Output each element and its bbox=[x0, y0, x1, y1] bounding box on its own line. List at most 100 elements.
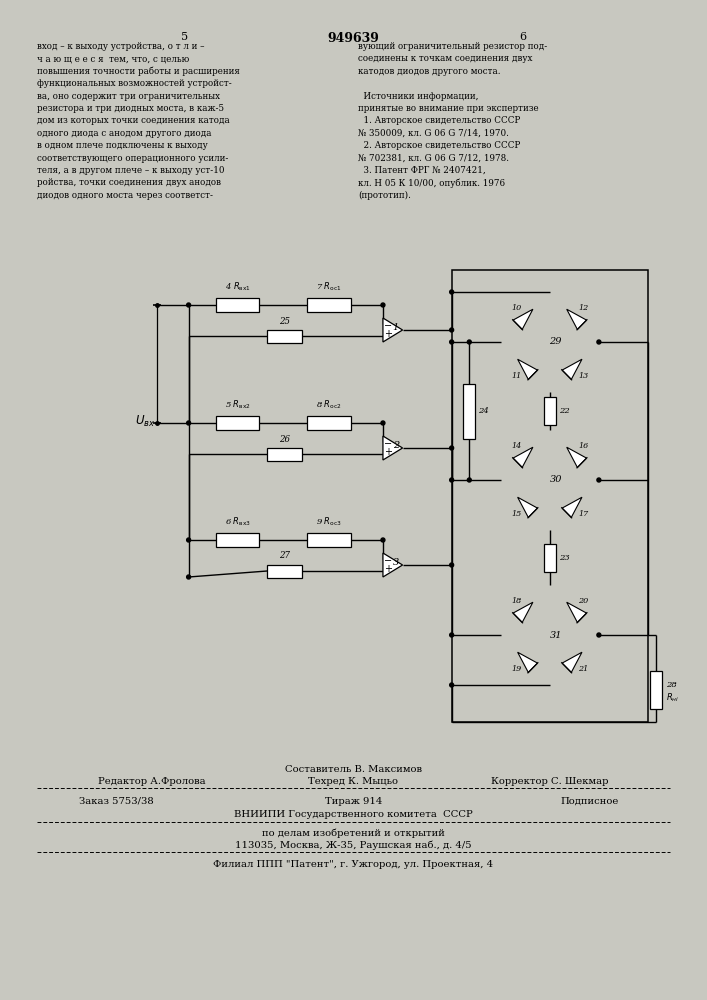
Circle shape bbox=[450, 633, 454, 637]
Polygon shape bbox=[567, 602, 587, 622]
Text: Составитель В. Максимов: Составитель В. Максимов bbox=[285, 765, 422, 774]
Text: (прототип).: (прототип). bbox=[358, 191, 411, 200]
Text: 12: 12 bbox=[578, 304, 588, 312]
Polygon shape bbox=[383, 436, 402, 460]
Bar bbox=[544, 544, 556, 572]
Circle shape bbox=[450, 290, 454, 294]
Circle shape bbox=[450, 446, 454, 450]
Text: 949639: 949639 bbox=[327, 32, 380, 45]
Circle shape bbox=[187, 303, 191, 307]
Circle shape bbox=[187, 538, 191, 542]
Text: Источники информации,: Источники информации, bbox=[358, 92, 479, 101]
Polygon shape bbox=[513, 309, 533, 329]
Text: 9 $R_{\text{ос}3}$: 9 $R_{\text{ос}3}$ bbox=[316, 516, 342, 528]
Bar bbox=[216, 533, 259, 547]
Text: Подписное: Подписное bbox=[560, 797, 619, 806]
Bar bbox=[267, 448, 303, 460]
Text: ва, оно содержит три ограничительных: ва, оно содержит три ограничительных bbox=[37, 92, 221, 101]
Circle shape bbox=[187, 575, 191, 579]
Text: 6: 6 bbox=[519, 32, 526, 42]
Text: 23: 23 bbox=[559, 554, 569, 562]
Text: ВНИИПИ Государственного комитета  СССР: ВНИИПИ Государственного комитета СССР bbox=[234, 810, 473, 819]
Bar bbox=[308, 298, 351, 312]
Text: вход – к выходу устройства, о т л и –: вход – к выходу устройства, о т л и – bbox=[37, 42, 205, 51]
Bar bbox=[452, 270, 648, 722]
Bar bbox=[544, 397, 556, 425]
Text: Тираж 914: Тираж 914 bbox=[325, 797, 382, 806]
Text: $U_{вх}$: $U_{вх}$ bbox=[135, 413, 156, 429]
Text: +: + bbox=[384, 564, 392, 574]
Circle shape bbox=[381, 538, 385, 542]
Circle shape bbox=[450, 340, 454, 344]
Bar bbox=[308, 533, 351, 547]
Text: 2. Авторское свидетельство СССР: 2. Авторское свидетельство СССР bbox=[358, 141, 520, 150]
Bar bbox=[650, 671, 662, 709]
Bar bbox=[308, 416, 351, 430]
Text: 18: 18 bbox=[511, 597, 522, 605]
Text: катодов диодов другого моста.: катодов диодов другого моста. bbox=[358, 67, 501, 76]
Text: 17: 17 bbox=[578, 510, 588, 518]
Bar bbox=[267, 330, 303, 342]
Text: диодов одного моста через соответст-: диодов одного моста через соответст- bbox=[37, 191, 214, 200]
Polygon shape bbox=[518, 497, 537, 517]
Text: 1: 1 bbox=[392, 323, 399, 332]
Text: № 702381, кл. G 06 G 7/12, 1978.: № 702381, кл. G 06 G 7/12, 1978. bbox=[358, 154, 510, 163]
Circle shape bbox=[187, 421, 191, 425]
Text: повышения точности работы и расширения: повышения точности работы и расширения bbox=[37, 67, 240, 76]
Bar bbox=[216, 416, 259, 430]
Text: 13: 13 bbox=[578, 372, 588, 380]
Text: 7 $R_{\text{ос}1}$: 7 $R_{\text{ос}1}$ bbox=[316, 280, 342, 293]
Text: 19: 19 bbox=[511, 665, 522, 673]
Text: 8 $R_{\text{ос}2}$: 8 $R_{\text{ос}2}$ bbox=[316, 398, 342, 411]
Polygon shape bbox=[567, 309, 587, 329]
Text: 30: 30 bbox=[549, 476, 562, 485]
Text: 22: 22 bbox=[559, 407, 569, 415]
Text: 113035, Москва, Ж-35, Раушская наб., д. 4/5: 113035, Москва, Ж-35, Раушская наб., д. … bbox=[235, 840, 472, 850]
Text: резистора и три диодных моста, в каж-5: резистора и три диодных моста, в каж-5 bbox=[37, 104, 224, 113]
Text: Филиал ППП "Патент", г. Ужгород, ул. Проектная, 4: Филиал ППП "Патент", г. Ужгород, ул. Про… bbox=[214, 860, 493, 869]
Text: функциональных возможностей устройст-: функциональных возможностей устройст- bbox=[37, 79, 232, 88]
Polygon shape bbox=[562, 359, 582, 379]
Bar bbox=[463, 383, 475, 438]
Text: −: − bbox=[384, 321, 392, 331]
Polygon shape bbox=[518, 359, 537, 379]
Polygon shape bbox=[513, 447, 533, 467]
Polygon shape bbox=[513, 602, 533, 622]
Text: по делам изобретений и открытий: по делам изобретений и открытий bbox=[262, 828, 445, 838]
Circle shape bbox=[450, 478, 454, 482]
Circle shape bbox=[467, 478, 472, 482]
Text: $R_{нi}$: $R_{нi}$ bbox=[665, 692, 679, 704]
Polygon shape bbox=[567, 447, 587, 467]
Polygon shape bbox=[518, 652, 537, 672]
Text: 31: 31 bbox=[549, 631, 562, 640]
Text: 20: 20 bbox=[578, 597, 588, 605]
Circle shape bbox=[597, 478, 601, 482]
Text: 16: 16 bbox=[578, 442, 588, 450]
Text: −: − bbox=[384, 439, 392, 449]
Text: 3. Патент ФРГ № 2407421,: 3. Патент ФРГ № 2407421, bbox=[358, 166, 486, 175]
Text: 3: 3 bbox=[392, 558, 399, 567]
Text: 10: 10 bbox=[511, 304, 522, 312]
Circle shape bbox=[450, 328, 454, 332]
Circle shape bbox=[450, 683, 454, 687]
Text: ройства, точки соединения двух анодов: ройства, точки соединения двух анодов bbox=[37, 178, 221, 187]
Text: 27: 27 bbox=[279, 552, 291, 560]
Circle shape bbox=[597, 340, 601, 344]
Polygon shape bbox=[383, 553, 402, 577]
Circle shape bbox=[381, 303, 385, 307]
Text: 26: 26 bbox=[279, 434, 291, 444]
Text: 11: 11 bbox=[511, 372, 522, 380]
Text: 5: 5 bbox=[181, 32, 188, 42]
Text: +: + bbox=[384, 329, 392, 339]
Text: 15: 15 bbox=[511, 510, 522, 518]
Circle shape bbox=[450, 563, 454, 567]
Text: дом из которых точки соединения катода: дом из которых точки соединения катода bbox=[37, 116, 230, 125]
Text: 14: 14 bbox=[511, 442, 522, 450]
Bar bbox=[216, 298, 259, 312]
Text: 24: 24 bbox=[478, 407, 489, 415]
Circle shape bbox=[467, 340, 472, 344]
Text: 21: 21 bbox=[578, 665, 588, 673]
Text: принятые во внимание при экспертизе: принятые во внимание при экспертизе bbox=[358, 104, 539, 113]
Text: 28: 28 bbox=[665, 681, 677, 689]
Text: 1. Авторское свидетельство СССР: 1. Авторское свидетельство СССР bbox=[358, 116, 520, 125]
